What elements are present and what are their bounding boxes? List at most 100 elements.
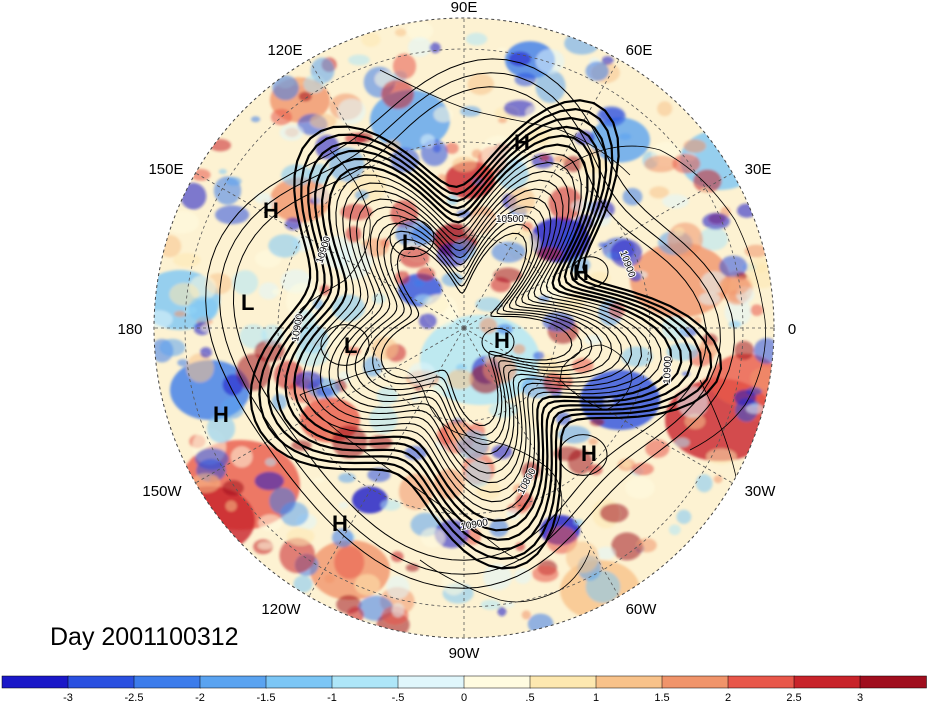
colorbar-swatch	[595, 675, 663, 689]
anomaly-patch	[713, 475, 723, 484]
colorbar-swatch	[727, 675, 795, 689]
contour-label: 10500	[496, 214, 524, 225]
anomaly-patch	[571, 358, 594, 374]
anomaly-patch	[269, 487, 296, 515]
anomaly-patch	[622, 460, 631, 468]
anomaly-patch	[324, 574, 335, 584]
anomaly-patch	[489, 519, 509, 538]
anomaly-patch	[254, 471, 284, 491]
anomaly-patch	[480, 599, 501, 610]
height-contour	[205, 58, 735, 589]
anomaly-patch	[553, 446, 581, 461]
anomaly-patch	[347, 606, 364, 624]
height-contour	[363, 215, 593, 446]
anomaly-patch	[380, 499, 401, 511]
anomaly-patch	[599, 503, 629, 523]
height-contour	[232, 86, 707, 561]
anomaly-patch	[218, 168, 227, 175]
meridian-line	[463, 327, 733, 484]
anomaly-patch	[563, 156, 583, 172]
anomaly-patch	[554, 155, 568, 163]
anomaly-patch	[286, 527, 315, 546]
anomaly-patch	[676, 509, 692, 524]
anomaly-patch	[392, 53, 417, 80]
anomaly-patch	[546, 526, 578, 554]
lon-label-120e: 120E	[267, 42, 302, 59]
anomaly-patch	[527, 613, 554, 635]
anomaly-patch	[394, 270, 410, 285]
anomaly-patch	[701, 187, 710, 193]
anomaly-patch	[386, 575, 410, 600]
meridian-line	[463, 172, 733, 329]
anomaly-patch	[334, 545, 365, 579]
anomaly-patch	[488, 402, 518, 418]
meridian-line	[463, 327, 620, 597]
lon-label-150w: 150W	[142, 483, 182, 500]
anomaly-patch	[588, 438, 598, 446]
anomaly-patch	[629, 271, 642, 282]
anomaly-patch	[408, 37, 432, 57]
anomaly-patch	[508, 51, 531, 67]
colorbar-tick-label: -.5	[392, 692, 405, 702]
height-contour	[258, 107, 713, 561]
colorbar-tick-label: -2.5	[125, 692, 144, 702]
anomaly-patch	[521, 610, 531, 620]
anomaly-patch	[667, 222, 703, 257]
anomaly-patch	[491, 241, 526, 263]
anomaly-patch	[154, 310, 173, 329]
anomaly-patch	[590, 418, 605, 427]
anomaly-patch	[601, 56, 614, 65]
anomaly-patch	[169, 282, 200, 306]
anomaly-patch	[443, 306, 459, 322]
colorbar-tick-label: -1.5	[257, 692, 276, 702]
anomaly-patch	[535, 69, 566, 103]
meridian-line	[308, 327, 465, 597]
anomaly-patch	[737, 203, 757, 218]
anomaly-patch	[340, 203, 373, 221]
anomaly-patch	[491, 444, 513, 459]
colorbar-swatch	[331, 675, 399, 689]
lon-label-120w: 120W	[261, 601, 301, 618]
anomaly-patch	[338, 502, 349, 509]
anomaly-patch	[532, 565, 559, 583]
anomaly-patch	[503, 601, 515, 608]
anomaly-patch	[419, 313, 437, 329]
anomaly-patch	[416, 267, 435, 282]
colorbar: -3 -2.5 -2 -1.5 -1 -.5 0 .5 1 1.5 2 2.5 3	[1, 675, 927, 702]
longitude-labels: 90E 60E 30E 0 30W 60W 90W 120W 150W 180 …	[117, 0, 796, 662]
anomaly-patch	[376, 387, 398, 405]
height-contour	[372, 223, 583, 436]
anomaly-patch	[649, 186, 669, 199]
anomaly-patch	[395, 28, 407, 37]
anomaly-patch	[209, 475, 219, 486]
lon-label-30e: 30E	[745, 161, 772, 178]
anomaly-patch	[533, 351, 545, 361]
anomaly-patch	[411, 226, 436, 246]
anomaly-patch	[209, 139, 232, 152]
anomaly-patch	[420, 528, 445, 548]
temperature-anomaly-field	[154, 18, 774, 638]
anomaly-patch	[668, 524, 681, 536]
high-pressure-center: H	[332, 511, 348, 536]
lon-label-180: 180	[117, 321, 142, 338]
anomaly-patch	[180, 182, 207, 210]
colorbar-swatch	[265, 675, 333, 689]
closed-contour	[481, 327, 515, 357]
colorbar-swatch	[463, 675, 531, 689]
anomaly-patch	[222, 480, 244, 496]
anomaly-patch	[621, 346, 653, 367]
anomaly-patch	[272, 75, 299, 101]
anomaly-patch	[745, 403, 764, 414]
colorbar-swatch	[133, 675, 201, 689]
anomaly-patch	[611, 532, 643, 561]
lon-label-0: 0	[788, 321, 796, 338]
height-contour	[380, 232, 573, 427]
anomaly-patch	[702, 212, 730, 230]
geopotential-contours	[205, 58, 735, 589]
high-pressure-center: H	[213, 402, 229, 427]
anomaly-patch	[442, 570, 466, 596]
anomaly-patch	[258, 282, 279, 300]
height-contour	[311, 161, 652, 503]
anomaly-patch	[718, 275, 751, 295]
